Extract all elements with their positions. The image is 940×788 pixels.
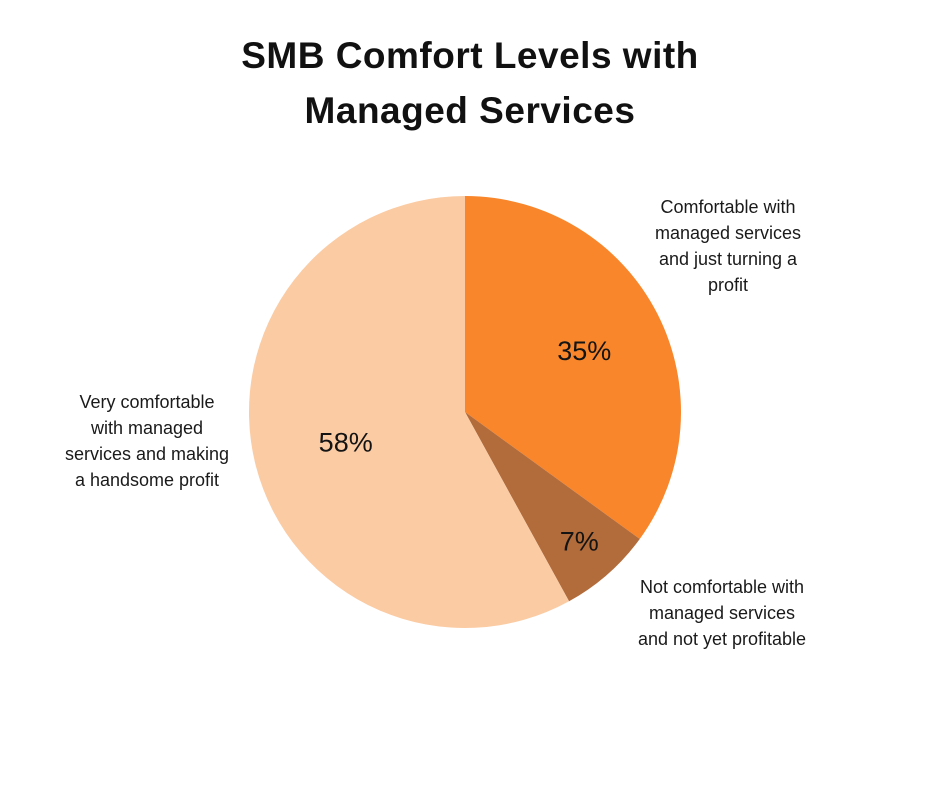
slice-label-not-comfortable: Not comfortable with managed services an…	[637, 577, 807, 649]
slice-value-1: 7%	[560, 527, 599, 557]
slice-value-2: 58%	[319, 428, 373, 458]
slice-label-comfortable: Comfortable with managed services and ju…	[654, 197, 802, 295]
pie-slice-1	[465, 412, 640, 602]
slice-label-very-comfortable: Very comfortable with managed services a…	[64, 392, 230, 490]
chart-title: SMB Comfort Levels with Managed Services	[241, 35, 699, 131]
pie-slice-0	[465, 196, 682, 539]
pie-slice-2	[248, 196, 570, 628]
slice-value-0: 35%	[557, 336, 611, 366]
